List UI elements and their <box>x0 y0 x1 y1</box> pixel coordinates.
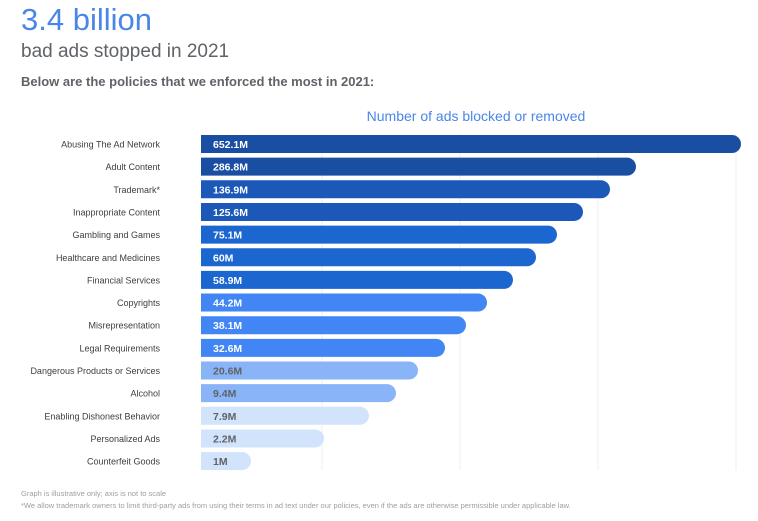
bar <box>201 361 419 380</box>
bar <box>201 429 324 448</box>
category-label: Adult Content <box>105 162 160 172</box>
data-label: 32.6M <box>213 343 242 355</box>
category-label: Healthcare and Medicines <box>56 253 161 263</box>
bar <box>201 135 741 153</box>
bar <box>201 452 251 471</box>
data-label: 1M <box>213 456 228 468</box>
category-label: Copyrights <box>117 298 161 308</box>
data-label: 7.9M <box>213 411 237 423</box>
data-label: 2.2M <box>213 433 237 445</box>
category-label: Alcohol <box>130 389 160 399</box>
data-label: 60M <box>213 252 234 264</box>
data-label: 58.9M <box>213 275 242 287</box>
data-label: 44.2M <box>213 298 242 310</box>
category-label: Counterfeit Goods <box>87 457 161 467</box>
bar <box>201 406 369 425</box>
category-label: Financial Services <box>87 275 161 285</box>
bar <box>201 316 466 335</box>
category-label: Abusing The Ad Network <box>61 140 160 150</box>
bar <box>201 248 536 267</box>
data-label: 136.9M <box>213 184 248 196</box>
data-label: 75.1M <box>213 230 242 242</box>
subheadline: bad ads stopped in 2021 <box>21 41 230 62</box>
bar <box>201 293 487 312</box>
data-label: 20.6M <box>213 366 242 378</box>
data-label: 125.6M <box>213 207 248 219</box>
data-label: 38.1M <box>213 320 242 332</box>
data-label: 286.8M <box>213 162 248 174</box>
chart-title: Number of ads blocked or removed <box>366 108 586 124</box>
trademark-footnote: *We allow trademark owners to limit thir… <box>21 501 571 510</box>
category-label: Personalized Ads <box>90 434 160 444</box>
bar <box>201 180 610 199</box>
data-label: 652.1M <box>213 139 248 151</box>
category-label: Inappropriate Content <box>73 207 161 217</box>
category-label: Trademark* <box>113 185 160 195</box>
bar <box>201 225 557 244</box>
category-label: Misrepresentation <box>88 321 160 331</box>
category-label: Enabling Dishonest Behavior <box>44 411 160 421</box>
bar <box>201 338 446 357</box>
intro-text: Below are the policies that we enforced … <box>21 74 375 89</box>
category-label: Gambling and Games <box>72 230 160 240</box>
category-label: Legal Requirements <box>79 343 160 353</box>
scale-footnote: Graph is illustrative only; axis is not … <box>21 489 167 498</box>
bar <box>201 270 513 289</box>
bar <box>201 202 583 221</box>
headline: 3.4 billion <box>21 2 152 37</box>
category-label: Dangerous Products or Services <box>30 366 160 376</box>
bar <box>201 384 396 403</box>
bar <box>201 157 636 176</box>
data-label: 9.4M <box>213 388 237 400</box>
